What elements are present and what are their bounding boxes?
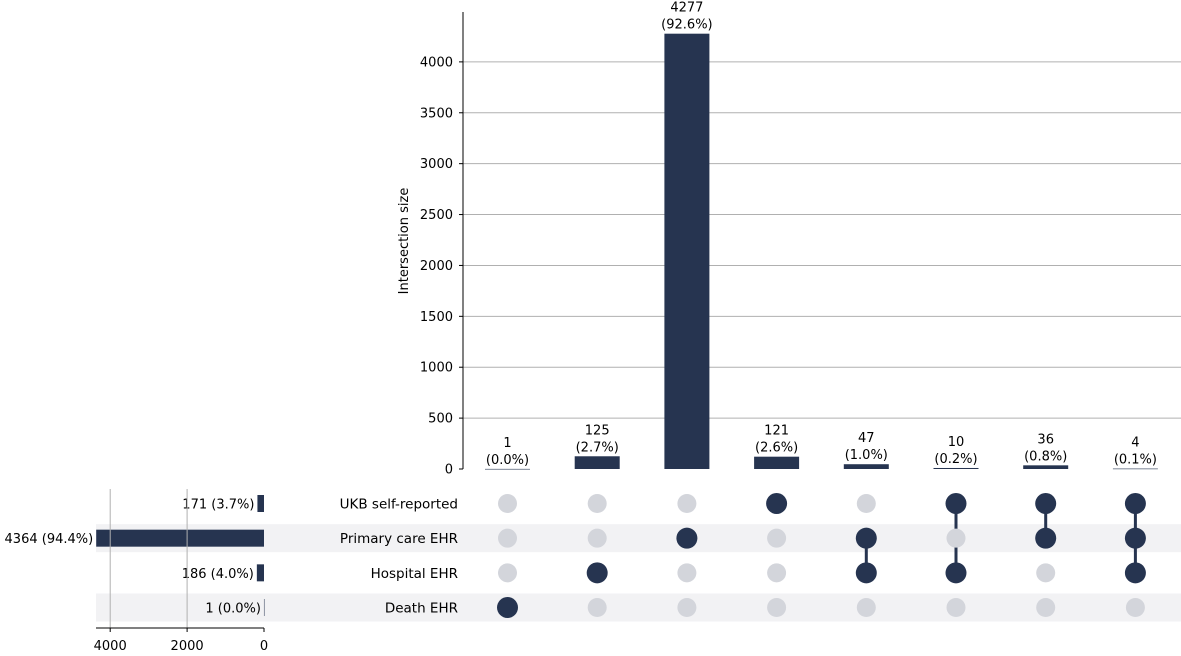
y-tick-label: 1000 — [420, 361, 453, 376]
gridlines — [463, 61, 1181, 419]
matrix-dot-active — [766, 493, 788, 514]
matrix-row-shading — [96, 524, 1181, 622]
set-size-label: 4364 (94.4%) — [5, 532, 94, 547]
y-tick-label: 0 — [445, 463, 453, 478]
bar-count-label: 47 — [858, 431, 875, 446]
matrix-dot-active — [1124, 562, 1146, 584]
y-axis: Intersection size 0 500 1000 1500 2000 2500 30… — [397, 12, 464, 478]
set-size-bar — [96, 529, 265, 547]
matrix-dot-inactive — [677, 598, 697, 618]
intersection-bar — [485, 468, 530, 470]
intersection-bar — [1023, 465, 1069, 469]
bar-percent-label: (0.8%) — [1024, 449, 1067, 464]
bar-count-label: 121 — [764, 424, 789, 439]
set-size-tick-label: 0 — [260, 639, 268, 652]
matrix-dot-active — [945, 562, 967, 584]
matrix-dot-inactive — [767, 563, 787, 583]
set-size-bar — [263, 599, 265, 617]
y-tick-label: 500 — [428, 412, 453, 427]
bar-percent-label: (1.0%) — [845, 448, 888, 463]
intersection-bar-labels: 1 (0.0%) 125 (2.7%) 4277 (92.6%) 121 (2.6%) 47 (1… — [486, 1, 1157, 468]
set-size-tick-label: 2000 — [171, 639, 204, 652]
y-axis-label: Intersection size — [397, 188, 412, 295]
matrix-dot-active — [497, 597, 518, 619]
bar-count-label: 4277 — [670, 1, 703, 16]
intersection-bar — [933, 467, 979, 469]
matrix-dot-active — [945, 493, 967, 514]
matrix-dot-inactive — [946, 598, 966, 618]
matrix-dot-inactive — [767, 598, 787, 618]
matrix-dot-inactive — [677, 563, 697, 583]
y-tick-label: 4000 — [420, 55, 453, 70]
set-size-bar — [256, 564, 264, 582]
y-tick-label: 3000 — [420, 157, 453, 172]
matrix-dot-active — [1124, 527, 1146, 549]
set-name-label: Hospital EHR — [371, 566, 458, 582]
matrix-dot-inactive — [946, 528, 966, 548]
bar-percent-label: (0.1%) — [1114, 453, 1157, 468]
intersection-bar — [664, 33, 710, 469]
set-size-label: 171 (3.7%) — [182, 498, 254, 513]
set-size-tick-label: 4000 — [94, 639, 127, 652]
y-tick-label: 1500 — [420, 310, 453, 325]
matrix-dot-inactive — [498, 494, 517, 513]
matrix-dot-active — [1124, 493, 1146, 514]
matrix-dot-inactive — [587, 494, 607, 513]
bar-percent-label: (2.7%) — [576, 440, 619, 455]
matrix-dot-inactive — [1125, 598, 1145, 618]
bar-percent-label: (2.6%) — [755, 441, 798, 456]
matrix-dot-active — [855, 527, 877, 549]
intersection-bar — [754, 456, 800, 469]
matrix-dot-inactive — [856, 494, 876, 513]
y-tick-label: 2000 — [420, 259, 453, 274]
bar-count-label: 125 — [585, 423, 610, 438]
matrix-dot-inactive — [587, 598, 607, 618]
set-size-labels: 171 (3.7%) 4364 (94.4%) 186 (4.0%) 1 (0.0%) — [5, 498, 261, 617]
matrix-dot-inactive — [587, 528, 607, 548]
y-tick-label: 3500 — [420, 106, 453, 121]
set-name-label: Primary care EHR — [340, 531, 458, 547]
bar-percent-label: (0.2%) — [934, 452, 977, 467]
bar-count-label: 4 — [1131, 436, 1139, 451]
set-size-bars — [96, 495, 265, 617]
intersection-bar — [1112, 468, 1158, 470]
set-name-label: UKB self-reported — [340, 497, 458, 513]
matrix-dot-inactive — [1036, 598, 1056, 618]
row-shade — [96, 593, 1181, 622]
y-tick-label: 2500 — [420, 208, 453, 223]
matrix-dot-active — [586, 562, 608, 584]
set-size-label: 1 (0.0%) — [205, 602, 261, 617]
set-size-bar — [257, 495, 264, 512]
matrix-dot-active — [676, 527, 698, 549]
matrix-dot-inactive — [767, 528, 787, 548]
matrix-dot-active — [1035, 493, 1057, 514]
set-size-label: 186 (4.0%) — [182, 567, 254, 582]
matrix-dot-inactive — [1036, 563, 1056, 583]
bar-count-label: 36 — [1037, 432, 1054, 447]
bar-count-label: 1 — [503, 436, 511, 451]
set-names: UKB self-reported Primary care EHR Hospita… — [340, 497, 458, 617]
matrix-dot-inactive — [498, 563, 517, 583]
matrix-dot-inactive — [498, 528, 517, 548]
matrix-dot-active — [855, 562, 877, 584]
intersection-bar — [574, 456, 620, 469]
matrix-dot-active — [1035, 527, 1057, 549]
matrix-dot-inactive — [677, 494, 697, 513]
matrix-dot-inactive — [856, 598, 876, 618]
bar-percent-label: (0.0%) — [486, 453, 529, 468]
row-shade — [96, 524, 1181, 553]
bar-percent-label: (92.6%) — [661, 18, 712, 33]
intersection-bar — [843, 464, 889, 469]
set-size-axis: 4000 2000 0 — [94, 489, 268, 654]
intersection-bars — [485, 33, 1158, 470]
bar-count-label: 10 — [948, 435, 965, 450]
membership-matrix — [497, 493, 1146, 619]
set-name-label: Death EHR — [385, 601, 458, 617]
